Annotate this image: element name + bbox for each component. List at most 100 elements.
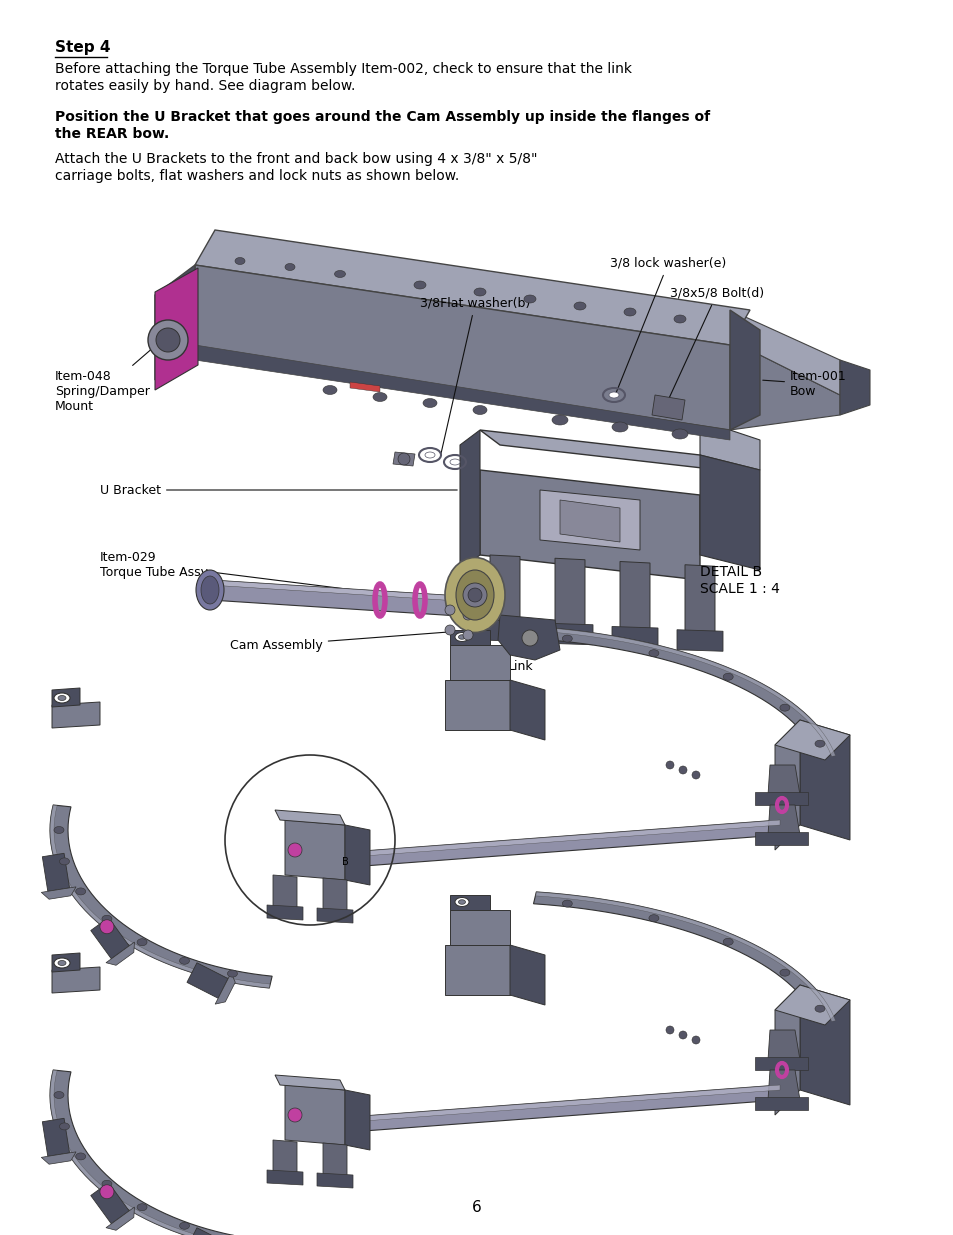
Polygon shape [187, 1228, 228, 1235]
Circle shape [665, 761, 673, 769]
Polygon shape [729, 310, 840, 395]
Polygon shape [450, 630, 490, 645]
Polygon shape [459, 430, 479, 571]
Ellipse shape [623, 308, 636, 316]
Text: B: B [341, 857, 348, 867]
Circle shape [679, 1031, 686, 1039]
Circle shape [100, 920, 113, 934]
Polygon shape [106, 1207, 134, 1230]
Polygon shape [345, 825, 370, 885]
Polygon shape [52, 688, 80, 706]
Ellipse shape [450, 459, 459, 466]
Ellipse shape [75, 888, 86, 895]
Text: U Bracket: U Bracket [100, 483, 456, 496]
Polygon shape [310, 1086, 780, 1125]
Ellipse shape [373, 393, 387, 401]
Polygon shape [52, 967, 100, 993]
Polygon shape [91, 1183, 129, 1224]
Polygon shape [285, 820, 345, 881]
Ellipse shape [455, 898, 469, 906]
Polygon shape [490, 555, 519, 626]
Polygon shape [323, 878, 347, 913]
Polygon shape [510, 680, 544, 740]
Ellipse shape [779, 704, 789, 711]
Polygon shape [754, 792, 807, 805]
Ellipse shape [58, 695, 66, 700]
Polygon shape [316, 1173, 353, 1188]
Circle shape [444, 605, 455, 615]
Circle shape [397, 453, 410, 466]
Polygon shape [267, 1170, 303, 1186]
Polygon shape [267, 905, 303, 920]
Text: DETAIL B
SCALE 1 : 4: DETAIL B SCALE 1 : 4 [700, 564, 779, 597]
Polygon shape [310, 820, 780, 869]
Polygon shape [546, 624, 593, 645]
Polygon shape [50, 805, 270, 988]
Polygon shape [194, 266, 729, 430]
Ellipse shape [335, 270, 345, 278]
Polygon shape [767, 1030, 800, 1060]
Polygon shape [194, 230, 749, 345]
Ellipse shape [473, 405, 486, 415]
Ellipse shape [323, 385, 336, 394]
Ellipse shape [179, 957, 190, 965]
Text: Item-048
Spring/Damper
Mount: Item-048 Spring/Damper Mount [55, 342, 160, 412]
Polygon shape [533, 627, 835, 757]
Polygon shape [274, 810, 345, 825]
Polygon shape [50, 1070, 270, 1235]
Polygon shape [154, 266, 194, 380]
Polygon shape [754, 1097, 807, 1110]
Circle shape [665, 1026, 673, 1034]
Ellipse shape [456, 571, 494, 620]
Polygon shape [619, 562, 649, 634]
Polygon shape [767, 764, 800, 795]
Polygon shape [700, 420, 760, 471]
Text: Step 4: Step 4 [55, 40, 111, 56]
Ellipse shape [424, 452, 435, 458]
Polygon shape [316, 908, 353, 923]
Polygon shape [729, 310, 760, 430]
Ellipse shape [722, 673, 733, 680]
Ellipse shape [59, 1123, 70, 1130]
Ellipse shape [608, 391, 618, 398]
Ellipse shape [422, 399, 436, 408]
Ellipse shape [648, 650, 659, 657]
Polygon shape [52, 701, 100, 727]
Polygon shape [450, 910, 510, 945]
Circle shape [521, 630, 537, 646]
Polygon shape [50, 1070, 272, 1235]
Polygon shape [444, 945, 510, 995]
Polygon shape [273, 1140, 296, 1174]
Polygon shape [754, 1057, 807, 1070]
Polygon shape [106, 942, 134, 966]
Circle shape [691, 771, 700, 779]
Polygon shape [536, 627, 835, 756]
Text: Before attaching the Torque Tube Assembly Item-002, check to ensure that the lin: Before attaching the Torque Tube Assembl… [55, 62, 632, 94]
Polygon shape [800, 720, 849, 840]
Ellipse shape [814, 1005, 824, 1013]
Ellipse shape [58, 961, 66, 966]
Polygon shape [539, 490, 639, 550]
Ellipse shape [102, 1181, 112, 1187]
Circle shape [691, 1036, 700, 1044]
Ellipse shape [552, 415, 567, 425]
Ellipse shape [102, 915, 112, 923]
Ellipse shape [612, 422, 627, 432]
Polygon shape [52, 953, 80, 972]
Polygon shape [50, 805, 272, 988]
Circle shape [444, 625, 455, 635]
Ellipse shape [779, 969, 789, 976]
Ellipse shape [444, 557, 504, 632]
Text: Link: Link [507, 641, 533, 673]
Polygon shape [533, 892, 835, 1023]
Polygon shape [729, 340, 840, 430]
Polygon shape [41, 1152, 76, 1165]
Ellipse shape [574, 303, 585, 310]
Polygon shape [210, 580, 490, 618]
Polygon shape [310, 820, 780, 860]
Polygon shape [285, 1086, 345, 1145]
Ellipse shape [54, 693, 70, 703]
Ellipse shape [673, 315, 685, 324]
Polygon shape [393, 452, 415, 466]
Circle shape [288, 1108, 302, 1123]
